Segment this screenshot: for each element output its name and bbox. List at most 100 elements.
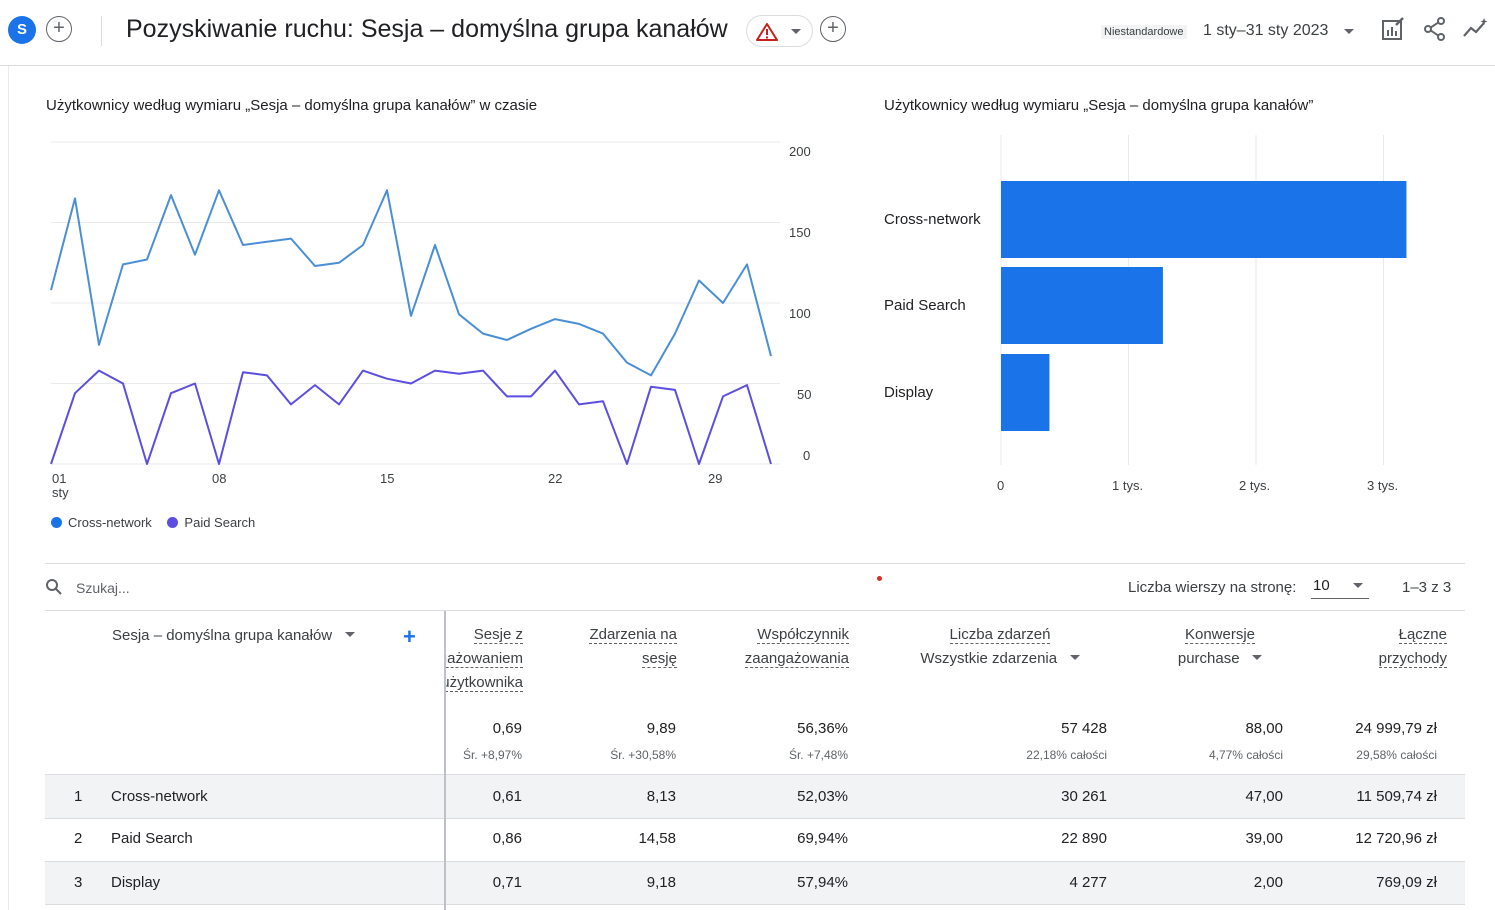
- x-tick-label: 0: [997, 478, 1005, 493]
- conversion-filter-select[interactable]: purchase: [1177, 650, 1263, 667]
- total-value: 88,00: [1245, 720, 1283, 737]
- cell-value: 47,00: [1245, 788, 1283, 805]
- divider: [45, 774, 1465, 775]
- cell-value: 39,00: [1245, 830, 1283, 847]
- chart-legend: Cross-network Paid Search: [51, 515, 267, 530]
- rows-per-page-value: 10: [1313, 577, 1330, 594]
- column-header-engaged-sessions-per-user[interactable]: Sesje z zaangażowaniem na użytkownika: [446, 623, 523, 703]
- series-line-cross-network[interactable]: [50, 189, 772, 377]
- legend-item-cross-network[interactable]: Cross-network: [51, 515, 152, 530]
- add-filter-button[interactable]: +: [820, 16, 846, 42]
- top-bar: S + Pozyskiwanie ruchu: Sesja – domyślna…: [0, 0, 1495, 66]
- customize-report-icon[interactable]: [1380, 16, 1406, 42]
- table-row[interactable]: [45, 819, 1465, 862]
- plus-icon: +: [403, 624, 416, 649]
- insights-icon[interactable]: [1462, 16, 1490, 42]
- avatar[interactable]: S: [8, 16, 36, 44]
- plus-icon: +: [827, 17, 839, 39]
- column-header-line: sesję: [641, 650, 677, 668]
- total-value: 56,36%: [797, 720, 848, 737]
- series-line-paid-search[interactable]: [50, 369, 772, 465]
- table-row[interactable]: [45, 862, 1465, 905]
- total-subtext: Śr. +7,48%: [788, 748, 848, 762]
- chevron-down-icon: [1252, 655, 1263, 660]
- row-index: 1: [74, 788, 83, 805]
- x-tick-label: 3 tys.: [1367, 478, 1399, 493]
- column-header-line: na użytkownika: [446, 674, 523, 692]
- event-filter-select[interactable]: Wszystkie zdarzenia: [920, 650, 1080, 667]
- bar-category-label: Paid Search: [884, 297, 966, 314]
- column-header-engagement-rate[interactable]: Współczynnik zaangażowania: [700, 623, 849, 671]
- table-row[interactable]: [45, 775, 1465, 818]
- y-tick-label: 100: [789, 306, 811, 321]
- share-icon[interactable]: [1422, 16, 1448, 42]
- column-header-line: przychody: [1378, 650, 1447, 668]
- total-subtext: Śr. +30,58%: [610, 748, 676, 762]
- total-value: 24 999,79 zł: [1355, 720, 1437, 737]
- legend-dot: [167, 517, 179, 528]
- data-quality-button[interactable]: [746, 15, 813, 47]
- column-header-conversions[interactable]: Konwersje purchase: [1160, 623, 1280, 671]
- column-header-line: Współczynnik: [757, 626, 849, 644]
- divider: [45, 904, 1465, 905]
- y-tick-label: 50: [797, 387, 812, 402]
- row-dimension-value[interactable]: Cross-network: [111, 788, 208, 805]
- chevron-down-icon: [1069, 655, 1080, 660]
- y-tick-label: 0: [803, 448, 811, 463]
- total-subtext: 29,58% całości: [1356, 748, 1437, 762]
- line-chart-title: Użytkownicy według wymiaru „Sesja – domy…: [46, 97, 538, 114]
- column-header-line: zaangażowaniem: [446, 650, 523, 668]
- legend-label: Paid Search: [184, 515, 256, 530]
- search-input[interactable]: Szukaj...: [76, 580, 130, 596]
- bar-cross-network[interactable]: [1001, 181, 1407, 258]
- column-separator: [444, 611, 446, 910]
- rows-per-page-select[interactable]: 10: [1311, 571, 1369, 599]
- x-tick-label: 2 tys.: [1239, 478, 1271, 493]
- column-header-line: Liczba zdarzeń: [949, 626, 1051, 644]
- date-range-picker[interactable]: 1 sty–31 sty 2023: [1203, 22, 1329, 39]
- column-header-total-revenue[interactable]: Łączne przychody: [1330, 623, 1447, 671]
- row-index: 3: [74, 874, 83, 891]
- cell-value: 57,94%: [797, 874, 848, 891]
- column-header-events-per-session[interactable]: Zdarzenia na sesję: [540, 623, 677, 671]
- x-tick-label: 15: [380, 471, 395, 486]
- x-tick-month: sty: [52, 485, 69, 500]
- date-preset-label[interactable]: Niestandardowe: [1101, 25, 1187, 39]
- bar-category-label: Display: [884, 384, 934, 401]
- add-comparison-button[interactable]: +: [46, 16, 72, 42]
- total-subtext: 4,77% całości: [1208, 748, 1283, 762]
- row-dimension-value[interactable]: Paid Search: [111, 830, 193, 847]
- row-dimension-value[interactable]: Display: [111, 874, 161, 891]
- bar-display[interactable]: [1001, 354, 1050, 431]
- cell-value: 52,03%: [797, 788, 848, 805]
- header-divider: [101, 16, 102, 46]
- rows-per-page-label: Liczba wierszy na stronę:: [1128, 579, 1297, 596]
- add-dimension-button[interactable]: +: [403, 624, 416, 650]
- bar-paid-search[interactable]: [1001, 267, 1163, 344]
- legend-label: Cross-network: [68, 515, 152, 530]
- page-title: Pozyskiwanie ruchu: Sesja – domyślna gru…: [126, 15, 728, 43]
- total-value: 0,69: [492, 720, 522, 737]
- cell-value: 2,00: [1253, 874, 1283, 891]
- legend-dot: [51, 517, 62, 528]
- cell-value: 0,86: [492, 830, 522, 847]
- legend-item-paid-search[interactable]: Paid Search: [167, 515, 255, 530]
- cell-value: 769,09 zł: [1376, 874, 1437, 891]
- chevron-down-icon: [1353, 583, 1363, 588]
- dimension-selector[interactable]: Sesja – domyślna grupa kanałów: [112, 627, 355, 644]
- y-tick-label: 200: [789, 144, 811, 159]
- x-tick-label: 29: [708, 471, 723, 486]
- divider: [45, 610, 1465, 611]
- total-value: 9,89: [646, 720, 676, 737]
- chevron-down-icon: [791, 29, 801, 34]
- chevron-down-icon[interactable]: [1344, 29, 1354, 34]
- conversion-filter-value: purchase: [1177, 650, 1240, 667]
- total-subtext: 22,18% całości: [1026, 748, 1107, 762]
- divider: [45, 861, 1465, 862]
- cell-value: 14,58: [638, 830, 676, 847]
- cell-value: 69,94%: [797, 830, 848, 847]
- column-header-event-count[interactable]: Liczba zdarzeń Wszystkie zdarzenia: [900, 623, 1100, 671]
- cell-value: 11 509,74 zł: [1356, 788, 1437, 805]
- bar-chart: [1000, 135, 1407, 465]
- column-header-line: Konwersje: [1184, 626, 1256, 644]
